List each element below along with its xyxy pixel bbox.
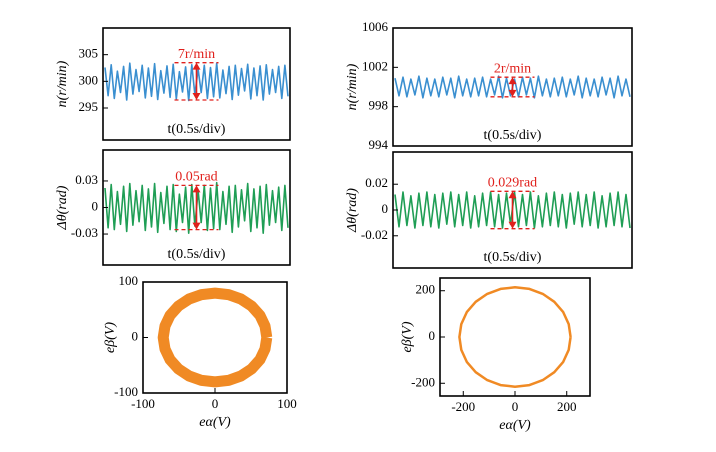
y-tick-label: 1002 (362, 58, 388, 73)
y-axis-label: Δθ(rad) (55, 185, 70, 230)
y-tick-label: 295 (79, 99, 99, 114)
arrow-head (508, 191, 517, 199)
y-tick-label: 1006 (362, 19, 389, 34)
arrow-head (508, 77, 517, 85)
y-tick-label: 0.03 (75, 172, 98, 187)
x-tick-label: 0 (212, 396, 219, 411)
x-tick-label: 100 (277, 396, 297, 411)
arrow-head (508, 221, 517, 229)
y-tick-label: 0 (132, 328, 139, 343)
x-tick-label: 200 (557, 399, 577, 414)
y-tick-label: 100 (119, 273, 139, 288)
y-tick-label: 0 (92, 198, 99, 213)
span-label: 0.05rad (175, 170, 217, 185)
y-axis-label: eβ(V) (400, 321, 415, 352)
span-label: 7r/min (178, 47, 215, 62)
y-axis-label: eβ(V) (103, 322, 118, 353)
y-tick-label: -0.03 (71, 225, 98, 240)
y-tick-label: 0.02 (365, 175, 388, 190)
arrow-head (192, 93, 201, 100)
signal (157, 287, 273, 388)
arrow-head (192, 62, 201, 70)
x-axis-label: eα(V) (199, 415, 231, 430)
plot-frame (102, 27, 291, 141)
y-tick-label: -100 (114, 384, 138, 399)
y-tick-label: 300 (79, 72, 99, 87)
x-axis-label: t(0.5s/div) (484, 128, 542, 143)
plot-frame (392, 27, 633, 147)
y-tick-label: 0 (382, 201, 389, 216)
x-tick-label: -100 (131, 396, 155, 411)
y-axis-label: n(r/min) (345, 63, 360, 110)
y-axis-label: Δθ(rad) (345, 188, 360, 233)
x-axis-label: t(0.5s/div) (168, 247, 226, 262)
span-label: 2r/min (494, 61, 531, 76)
y-tick-label: 200 (416, 282, 436, 297)
arrow-head (508, 89, 517, 97)
y-tick-label: -200 (411, 374, 435, 389)
x-tick-label: 0 (512, 399, 519, 414)
y-tick-label: 305 (79, 46, 99, 61)
arrow-head (192, 222, 201, 230)
arrow-head (192, 185, 201, 193)
y-tick-label: 994 (369, 137, 389, 152)
x-axis-label: t(0.5s/div) (484, 250, 542, 265)
y-axis-label: n(r/min) (55, 60, 70, 107)
y-tick-label: 998 (369, 98, 389, 113)
x-tick-label: -200 (451, 399, 475, 414)
x-axis-label: t(0.5s/div) (168, 122, 226, 137)
x-axis-label: eα(V) (499, 418, 531, 433)
signal (458, 286, 572, 388)
y-tick-label: -0.02 (361, 227, 388, 242)
y-tick-label: 0 (429, 328, 436, 343)
span-label: 0.029rad (488, 176, 537, 191)
plot-frame (439, 277, 591, 397)
